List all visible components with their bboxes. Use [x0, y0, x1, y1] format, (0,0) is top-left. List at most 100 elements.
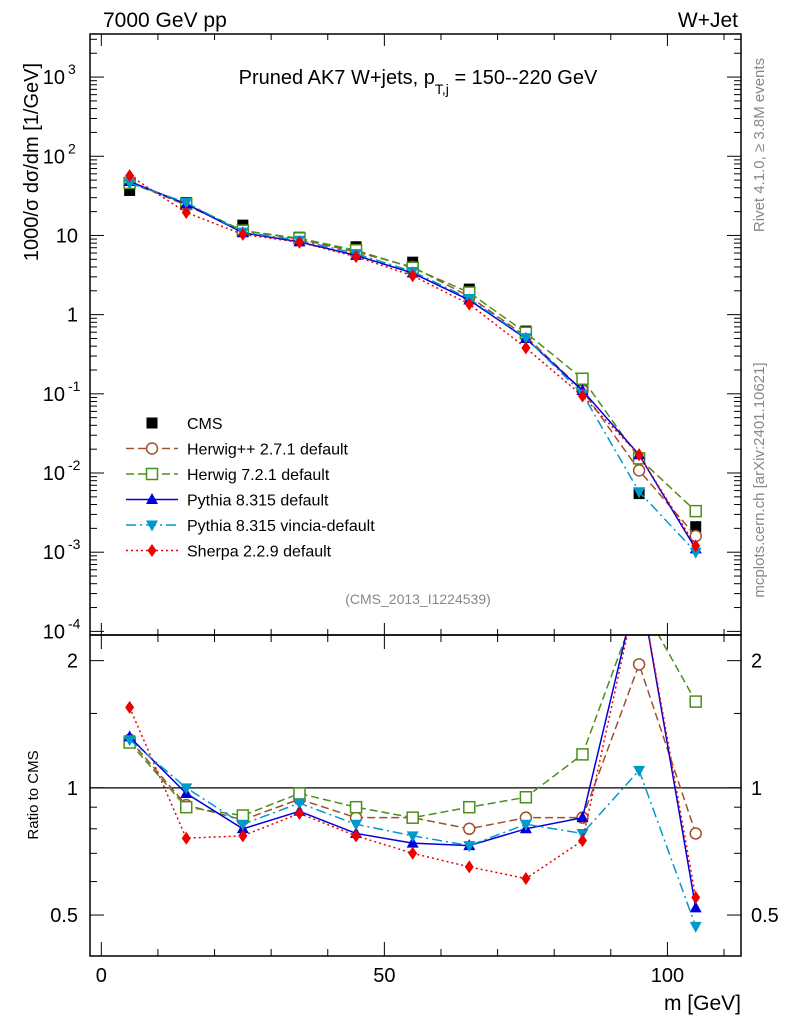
ratio-point: [236, 809, 250, 822]
mcplots-label: mcplots.cern.ch [arXiv:2401.10621]: [751, 362, 768, 597]
y-tick-label-exponent: -4: [68, 615, 81, 631]
data-point: [689, 504, 702, 518]
ratio-y-tick-label: 2: [67, 651, 78, 673]
ratio-point: [464, 860, 474, 874]
ratio-point: [179, 800, 193, 814]
ratio-point: [577, 834, 587, 848]
ratio-y-axis-label: Ratio to CMS: [25, 750, 42, 839]
ratio-point: [519, 819, 532, 831]
ratio-point: [236, 819, 249, 831]
ratio-point: [406, 811, 419, 824]
ratio-point: [689, 827, 702, 840]
legend-marker: [147, 544, 157, 557]
legend-label: Herwig 7.2.1 default: [187, 467, 330, 484]
y-tick-label: 10: [43, 67, 65, 89]
ratio-point: [635, 574, 644, 587]
header-right: W+Jet: [678, 9, 738, 32]
legend-marker: [146, 520, 158, 532]
legend-label: Herwig++ 2.7.1 default: [187, 442, 349, 459]
data-point: [633, 487, 646, 499]
data-point: [576, 372, 589, 386]
ratio-point: [408, 846, 418, 860]
ratio-point: [689, 695, 702, 708]
analysis-watermark: (CMS_2013_I1224539): [345, 591, 491, 607]
ratio-point: [294, 806, 304, 820]
ratio-y-tick-label: 1: [67, 778, 78, 800]
data-point: [519, 333, 532, 345]
data-point: [238, 227, 248, 241]
data-point: [125, 169, 135, 183]
ratio-point: [293, 787, 306, 800]
x-axis-label: m [GeV]: [664, 992, 741, 1015]
data-point: [464, 297, 474, 311]
legend-label: Pythia 8.315 default: [187, 493, 329, 510]
data-point: [408, 269, 418, 283]
ratio-line-0: [129, 662, 697, 834]
ratio-point: [633, 765, 646, 777]
y-tick-label-exponent: 2: [68, 140, 76, 156]
ratio-point: [519, 791, 533, 804]
x-tick-label: 50: [373, 965, 395, 987]
ratio-point: [181, 831, 191, 845]
y-tick-label-exponent: 3: [68, 61, 76, 77]
legend-label: Sherpa 2.2.9 default: [187, 544, 332, 561]
y-tick-label: 10: [43, 384, 65, 406]
ratio-point: [238, 829, 248, 843]
ratio-point: [521, 872, 531, 886]
rivet-version-label: Rivet 4.1.0, ≥ 3.8M events: [751, 58, 768, 232]
ratio-y-tick-label: 0.5: [50, 905, 78, 927]
data-point: [124, 184, 136, 196]
y-tick-label: 10: [43, 463, 65, 485]
ratio-point: [463, 800, 476, 814]
data-point: [521, 341, 531, 355]
ratio-plot-frame: [89, 634, 742, 957]
ratio-point: [632, 658, 646, 671]
y-tick-label-exponent: -2: [68, 457, 81, 473]
legend-marker: [145, 442, 159, 455]
y-tick-label: 10: [56, 225, 78, 247]
data-point: [123, 178, 136, 190]
ratio-point: [180, 783, 193, 795]
x-tick-label: 100: [651, 965, 684, 987]
data-point: [180, 198, 193, 210]
ratio-point: [576, 748, 589, 761]
ratio-point: [463, 822, 476, 836]
legend-label: CMS: [187, 416, 223, 433]
ratio-point: [123, 735, 136, 747]
ratio-plot-series: [123, 574, 702, 933]
header-left: 7000 GeV pp: [103, 9, 227, 32]
legend: CMS Herwig++ 2.7.1 default Herwig 7.2.1 de…: [126, 416, 375, 561]
series-line-5: [129, 174, 697, 547]
legend-label: Pythia 8.315 vincia-default: [187, 518, 375, 535]
ratio-point: [406, 831, 419, 843]
ratio-y-tick-label-right: 0.5: [751, 905, 779, 927]
plot-title: Pruned AK7 W+jets, pT,j = 150--220 GeV: [239, 67, 598, 97]
ratio-point: [293, 798, 306, 810]
ratio-y-tick-label-right: 2: [751, 651, 762, 673]
ratio-point: [350, 819, 363, 831]
data-point: [634, 448, 644, 462]
y-tick-label: 10: [43, 542, 65, 564]
data-point: [689, 547, 702, 559]
y-tick-label: 10: [43, 621, 65, 643]
main-plot-series: [123, 169, 702, 559]
ratio-point: [689, 901, 702, 913]
data-point: [181, 205, 191, 219]
ratio-point: [463, 841, 476, 853]
ratio-point: [691, 891, 701, 905]
data-point: [294, 235, 304, 249]
data-point: [351, 250, 361, 264]
ratio-point: [351, 829, 361, 843]
y-tick-label-exponent: -3: [68, 536, 81, 552]
ratio-point: [634, 595, 645, 606]
y-tick-label: 10: [43, 146, 65, 168]
y-axis-label: 1000/σ dσ/dm [1/GeV]: [21, 63, 43, 261]
ratio-point: [633, 574, 645, 585]
ratio-axes: 0.5 0.5 1 1 2 2 0 50 100: [50, 635, 779, 987]
x-tick-label: 0: [96, 965, 107, 987]
data-point: [690, 521, 702, 533]
ratio-point: [689, 921, 702, 933]
data-point: [577, 389, 587, 403]
